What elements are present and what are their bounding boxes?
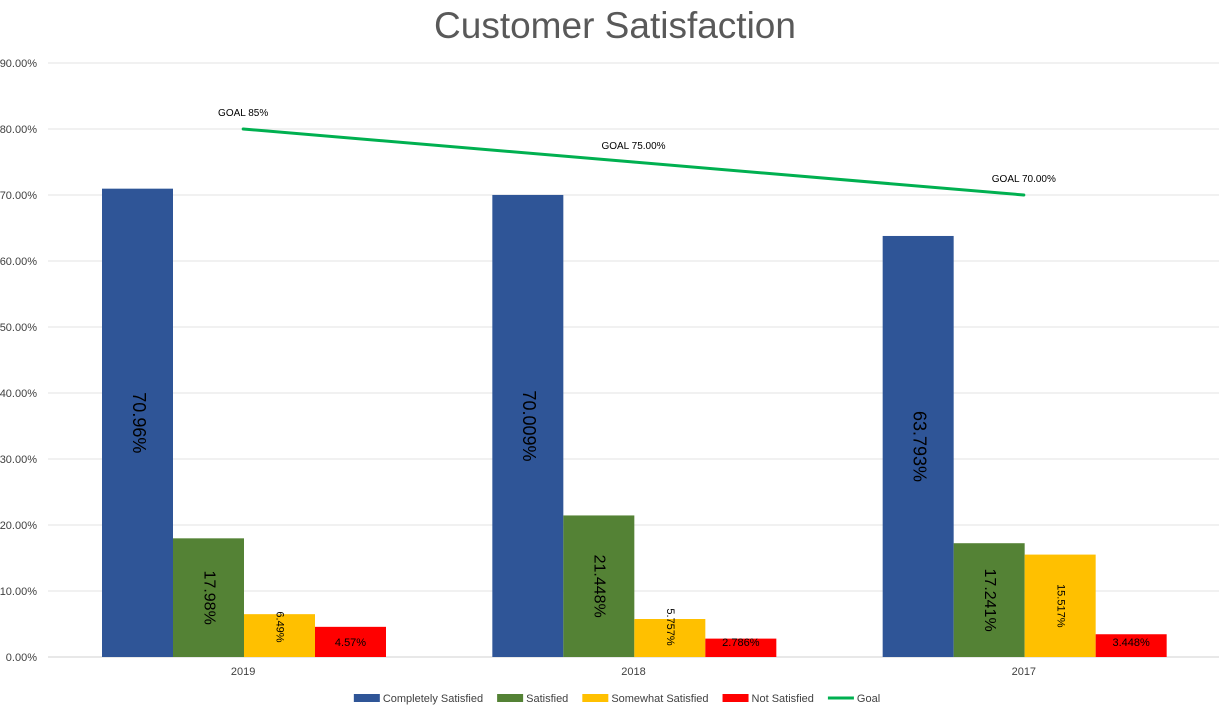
x-axis-ticks: 2019 2018 2017 — [231, 666, 1036, 678]
x-tick-label: 2017 — [1012, 666, 1036, 678]
bar — [705, 638, 777, 657]
bar — [953, 543, 1025, 657]
data-label: 70.009% — [519, 390, 539, 461]
goal-label: GOAL 70.00% — [992, 174, 1056, 185]
data-label: 17.241% — [981, 569, 998, 632]
legend-swatch — [353, 694, 380, 702]
bar — [563, 515, 635, 657]
data-label: 70.96% — [129, 392, 149, 453]
data-label: 63.793% — [909, 411, 929, 482]
legend-label: Completely Satisfied — [383, 693, 483, 705]
bar — [1095, 634, 1167, 657]
legend-swatch — [582, 694, 609, 702]
data-label: 4.57% — [335, 637, 366, 649]
data-label: 5.757% — [664, 608, 676, 646]
x-tick-label: 2019 — [231, 666, 255, 678]
legend-label: Goal — [857, 693, 880, 705]
y-tick-label: 0.00% — [6, 652, 37, 664]
bar — [315, 626, 386, 657]
bars: 70.96% 17.98% 6.49% 4.57% 70.009% 21.448% 5.75… — [102, 188, 1167, 658]
legend-label: Not Satisfied — [752, 693, 814, 705]
y-tick-label: 10.00% — [0, 586, 37, 598]
bar — [882, 235, 954, 658]
data-label: 17.98% — [200, 571, 217, 625]
legend-label: Somewhat Satisfied — [611, 693, 708, 705]
legend-swatch — [497, 694, 524, 702]
bar — [173, 538, 244, 657]
y-tick-label: 90.00% — [0, 58, 37, 70]
data-label: 21.448% — [591, 555, 608, 618]
bar — [102, 188, 173, 657]
chart-title: Customer Satisfaction — [434, 5, 796, 46]
bar — [634, 619, 706, 657]
goal-label: GOAL 85% — [218, 108, 268, 119]
y-tick-label: 30.00% — [0, 454, 37, 466]
bar — [244, 614, 315, 657]
data-label: 6.49% — [274, 611, 286, 642]
goal-point — [241, 127, 245, 131]
y-tick-label: 60.00% — [0, 256, 37, 268]
y-tick-label: 50.00% — [0, 322, 37, 334]
data-label: 2.786% — [722, 637, 760, 649]
goal-point — [632, 160, 635, 164]
legend-label: Satisfied — [526, 693, 568, 705]
y-tick-label: 20.00% — [0, 520, 37, 532]
data-label: 15.517% — [1054, 584, 1066, 628]
bar — [492, 194, 564, 657]
goal-point — [1022, 193, 1026, 197]
bar — [1024, 554, 1096, 657]
goal-label: GOAL 75.00% — [601, 141, 665, 152]
y-axis-ticks: 0.00% 10.00% 20.00% 30.00% 40.00% 50.00% 60.00… — [0, 58, 37, 664]
y-tick-label: 70.00% — [0, 190, 37, 202]
goal-line: GOAL 85% GOAL 75.00% GOAL 70.00% — [218, 108, 1056, 197]
y-tick-label: 40.00% — [0, 388, 37, 400]
legend: Completely Satisfied Satisfied Somewhat Sa… — [353, 693, 880, 705]
data-label: 3.448% — [1113, 637, 1151, 649]
y-tick-label: 80.00% — [0, 124, 37, 136]
legend-swatch — [722, 694, 749, 702]
x-tick-label: 2018 — [621, 666, 645, 678]
